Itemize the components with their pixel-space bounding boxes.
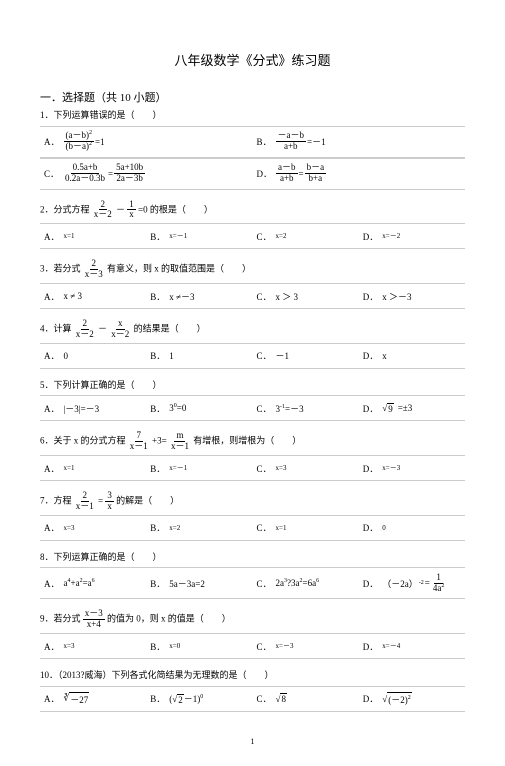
- q5-choices: A．|－3|=－3 B．30=0 C．3-1=－3 D．9=±3: [40, 395, 465, 421]
- q8-text: 8．下列运算正确的是（ ）: [40, 551, 465, 565]
- q9-B: B．x=0: [146, 634, 252, 658]
- q9-C: C．x=－3: [253, 634, 359, 658]
- q2-D: D．x=－2: [359, 224, 465, 248]
- q3-choices: A．x ≠ 3 B．x ≠－3 C．x ＞ 3 D．x ＞－3: [40, 283, 465, 309]
- section-heading: 一．选择题（共 10 小题）: [40, 89, 465, 105]
- q6-C: C．x=3: [253, 456, 359, 480]
- q2-C: C．x=2: [253, 224, 359, 248]
- q10-text: 10．（2013?威海）下列各式化简结果为无理数的是（ ）: [40, 669, 465, 683]
- q4-choices: A．0 B．1 C．－1 D．x: [40, 343, 465, 369]
- q6-B: B．x=－1: [146, 456, 252, 480]
- q1-choices-top: A． (a－b)2(b－a)2 =1 B． －a－ba+b =－1: [40, 126, 465, 158]
- q3-text: 3．若分式 2x－3 有意义，则 x 的取值范围是（ ）: [40, 259, 465, 280]
- q7-D: D．0: [359, 516, 465, 540]
- q3-C: C．x ＞ 3: [253, 284, 359, 308]
- q9-A: A．x=3: [40, 634, 146, 658]
- q10-D: D．(－2)2: [359, 687, 465, 711]
- q3-B: B．x ≠－3: [146, 284, 252, 308]
- q9-D: D．x=－4: [359, 634, 465, 658]
- q8-A: A．a4+a2=a6: [40, 568, 146, 598]
- q2-choices: A．x=1 B．x=－1 C．x=2 D．x=－2: [40, 223, 465, 249]
- q1-A: A． (a－b)2(b－a)2 =1: [40, 127, 253, 157]
- q2-A: A．x=1: [40, 224, 146, 248]
- q10-A: A．－27: [40, 687, 146, 711]
- q3-A: A．x ≠ 3: [40, 284, 146, 308]
- q4-B: B．1: [146, 344, 252, 368]
- q8-D: D． （－2a）-2 = 14a2: [359, 568, 465, 598]
- q8-C: C．2a3?3a2=6a6: [253, 568, 359, 598]
- q10-C: C．8: [253, 687, 359, 711]
- q9-text: 9．若分式 x－3x+4 的值为 0，则 x 的值是（ ）: [40, 609, 465, 630]
- q5-A: A．|－3|=－3: [40, 396, 146, 420]
- q10-B: B．(2－1)0: [146, 687, 252, 711]
- q6-A: A．x=1: [40, 456, 146, 480]
- q7-choices: A．x=3 B．x=2 C．x=1 D．0: [40, 515, 465, 541]
- q1-C: C． 0.5a+b0.2a－0.3b = 5a+10b2a－3b: [40, 159, 253, 189]
- q6-text: 6．关于 x 的分式方程 7x－1 +3= mx－1 有增根，则增根为（ ）: [40, 431, 465, 452]
- q8-choices: A．a4+a2=a6 B．5a－3a=2 C．2a3?3a2=6a6 D． （－…: [40, 567, 465, 599]
- page-number: 1: [40, 737, 465, 746]
- q5-B: B．30=0: [146, 396, 252, 420]
- q1-choices-bottom: C． 0.5a+b0.2a－0.3b = 5a+10b2a－3b D． a－ba…: [40, 158, 465, 190]
- q4-C: C．－1: [253, 344, 359, 368]
- q6-D: D．x=－3: [359, 456, 465, 480]
- q3-D: D．x ＞－3: [359, 284, 465, 308]
- q1-text: 1．下列运算错误的是（ ）: [40, 109, 465, 123]
- q5-C: C．3-1=－3: [253, 396, 359, 420]
- q4-A: A．0: [40, 344, 146, 368]
- q8-B: B．5a－3a=2: [146, 568, 252, 598]
- q4-D: D．x: [359, 344, 465, 368]
- q5-D: D．9=±3: [359, 396, 465, 420]
- q7-A: A．x=3: [40, 516, 146, 540]
- q7-B: B．x=2: [146, 516, 252, 540]
- page-title: 八年级数学《分式》练习题: [40, 50, 465, 69]
- q7-text: 7．方程 2x－1 = 3x 的解是（ ）: [40, 491, 465, 512]
- q2-B: B．x=－1: [146, 224, 252, 248]
- q7-C: C．x=1: [253, 516, 359, 540]
- q1-D: D． a－ba+b = b－ab+a: [253, 159, 466, 189]
- q9-choices: A．x=3 B．x=0 C．x=－3 D．x=－4: [40, 633, 465, 659]
- q5-text: 5．下列计算正确的是（ ）: [40, 379, 465, 393]
- q2-text: 2．分式方程 2x－2 － 1x =0 的根是（ ）: [40, 200, 465, 221]
- q1-B: B． －a－ba+b =－1: [253, 127, 466, 157]
- q6-choices: A．x=1 B．x=－1 C．x=3 D．x=－3: [40, 455, 465, 481]
- q10-choices: A．－27 B．(2－1)0 C．8 D．(－2)2: [40, 686, 465, 712]
- q4-text: 4．计算 2x－2 － xx－2 的结果是（ ）: [40, 319, 465, 340]
